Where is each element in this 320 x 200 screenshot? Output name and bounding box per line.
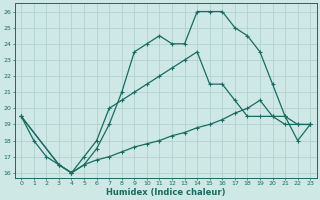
X-axis label: Humidex (Indice chaleur): Humidex (Indice chaleur) (106, 188, 226, 197)
